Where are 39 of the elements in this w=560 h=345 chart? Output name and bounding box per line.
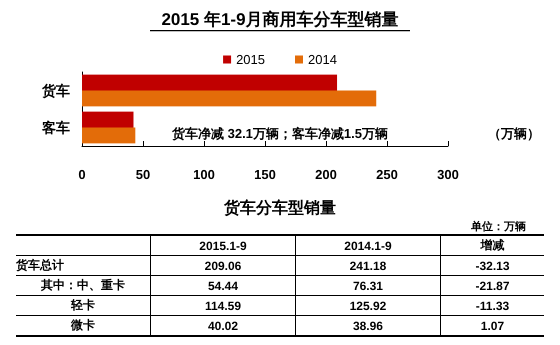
data-label: 1.07 (440, 316, 544, 336)
x-tick-label: 300 (437, 167, 459, 182)
text: 增减 (440, 235, 544, 256)
bar (82, 112, 134, 128)
x-tick-label: 100 (193, 167, 215, 182)
y-tick-label: 客车 (41, 120, 70, 136)
x-tick-label: 150 (254, 167, 276, 182)
data-label: -32.13 (440, 256, 544, 276)
x-tick-label: 0 (78, 167, 86, 182)
legend-label: 2015 (236, 52, 265, 67)
data-label: -11.33 (440, 296, 544, 316)
data-label: 54.44 (150, 276, 296, 296)
data-label: -21.87 (440, 276, 544, 296)
annotation: 货车净减 32.1万辆；客车净减1.5万辆 (171, 126, 388, 141)
data-label: 76.31 (295, 276, 440, 296)
data-label: 38.96 (295, 316, 440, 336)
data-label: 114.59 (150, 296, 296, 316)
category-label: 货车总计 (16, 256, 150, 276)
x-tick-label: 200 (315, 167, 337, 182)
x-axis-title: （万辆） (488, 126, 540, 141)
data-label: 125.92 (295, 296, 440, 316)
bar (82, 74, 338, 90)
text: 2014.1-9 (295, 235, 440, 256)
legend-label: 2014 (308, 52, 337, 67)
chart-title: 2015 年1-9月商用车分车型销量 (161, 10, 399, 29)
bar (82, 128, 136, 144)
y-tick-label: 货车 (41, 82, 70, 98)
category-label: 其中：中、重卡 (16, 276, 150, 296)
text: 2015.1-9 (150, 235, 296, 256)
category-label: 轻卡 (16, 296, 150, 316)
bar (82, 90, 376, 106)
category-label: 微卡 (16, 316, 150, 336)
text: 货车分车型销量 (223, 198, 337, 219)
data-label: 241.18 (295, 256, 440, 276)
data-label: 40.02 (150, 316, 296, 336)
x-tick-label: 250 (376, 167, 398, 182)
text: 单位：万辆 (470, 220, 526, 234)
data-label: 209.06 (150, 256, 296, 276)
x-tick-label: 50 (136, 167, 150, 182)
